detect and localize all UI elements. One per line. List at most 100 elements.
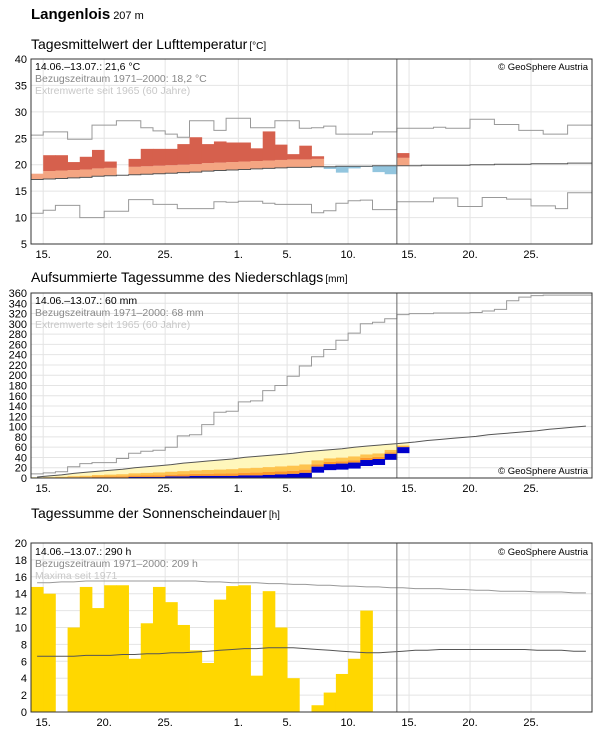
precip-deficit-area <box>67 473 81 477</box>
precip-actual-bar <box>262 474 276 478</box>
temp-anomaly-bar <box>55 170 68 179</box>
precip-actual-bar <box>189 475 203 478</box>
temp-anomaly-bar <box>128 158 142 167</box>
temp-anomaly-bar <box>67 170 81 178</box>
sun-bar <box>104 585 117 712</box>
sun-bar <box>79 586 93 712</box>
sun-bar <box>67 627 81 712</box>
temp-anomaly-bar <box>128 166 142 175</box>
precip-ytick-label: 360 <box>9 288 27 300</box>
temp-info-extremes: Extremwerte seit 1965 (60 Jahre) <box>35 85 190 97</box>
temp-anomaly-bar <box>189 137 203 165</box>
sun-xtick-label: 15. <box>401 717 416 729</box>
precip-deficit-area <box>311 460 325 465</box>
precip-xtick-label: 15. <box>401 483 416 495</box>
temp-xtick-label: 5. <box>283 249 292 261</box>
sun-copyright: © GeoSphere Austria <box>498 547 589 558</box>
temp-anomaly-bar <box>299 159 312 168</box>
precip-deficit-area <box>372 445 386 454</box>
precip-deficit-area <box>226 473 239 476</box>
precip-ytick-label: 180 <box>9 381 27 393</box>
sun-bar <box>335 673 349 712</box>
precip-ytick-label: 0 <box>21 473 27 485</box>
temp-reference-line <box>31 162 592 180</box>
temp-ytick-label: 35 <box>15 80 27 92</box>
precip-deficit-area <box>348 460 361 463</box>
precip-actual-bar <box>299 472 312 478</box>
temp-anomaly-bar <box>335 166 349 173</box>
page-title: Langenlois 207 m <box>31 6 144 23</box>
temp-anomaly-bar <box>140 166 154 175</box>
precip-deficit-area <box>177 471 190 475</box>
precip-actual-bar <box>274 474 288 478</box>
temp-anomaly-bar <box>299 145 312 160</box>
precip-deficit-area <box>360 454 373 458</box>
precip-deficit-area <box>372 453 386 457</box>
precip-deficit-area <box>140 472 154 476</box>
precip-actual-bar <box>311 466 325 473</box>
precip-deficit-area <box>55 474 68 477</box>
temp-anomaly-bar <box>396 153 410 158</box>
precip-deficit-area <box>299 469 312 473</box>
temp-anomaly-bar <box>226 142 239 163</box>
sun-info-reference: Bezugszeitraum 1971–2000: 209 h <box>35 558 198 570</box>
temp-xtick-label: 20. <box>97 249 112 261</box>
precip-deficit-area <box>177 474 190 477</box>
sun-plot-border <box>30 542 593 713</box>
temp-info-period: 14.06.–13.07.: 21,6 °C <box>35 61 141 73</box>
precip-deficit-area <box>299 464 312 470</box>
precip-deficit-area <box>274 466 288 472</box>
precip-deficit-area <box>189 470 203 474</box>
sun-info-period: 14.06.–13.07.: 290 h <box>35 546 131 558</box>
precip-deficit-area <box>384 452 398 454</box>
precip-deficit-area <box>299 451 312 465</box>
precip-deficit-area <box>67 476 81 478</box>
sunshine-panel-title: Tagessumme der Sonnenscheindauer [h] <box>31 505 280 521</box>
precip-xtick-label: 20. <box>97 483 112 495</box>
sun-bar <box>116 585 129 712</box>
precip-ytick-label: 120 <box>9 411 27 423</box>
sunshine-title: Tagessumme der Sonnenscheindauer <box>31 505 267 521</box>
sun-bar <box>201 662 215 712</box>
temp-copyright: © GeoSphere Austria <box>498 62 589 73</box>
sun-bar <box>189 650 203 712</box>
precip-ytick-label: 200 <box>9 370 27 382</box>
sun-bar <box>262 591 276 712</box>
temp-anomaly-bar <box>323 166 337 169</box>
temperature-unit: [°C] <box>249 41 267 52</box>
precip-actual-bar <box>140 476 154 478</box>
precip-actual-bar <box>348 462 361 469</box>
temp-anomaly-bar <box>287 159 300 168</box>
precip-deficit-area <box>213 469 227 474</box>
sun-bar <box>274 627 288 712</box>
sun-reference-line <box>37 647 586 657</box>
precip-deficit-area <box>384 449 398 453</box>
sun-ytick-label: 12 <box>15 606 27 618</box>
precip-ytick-label: 20 <box>15 463 27 475</box>
temp-anomaly-bar <box>55 155 68 171</box>
temp-ytick-label: 15 <box>15 186 27 198</box>
precip-deficit-area <box>226 458 239 470</box>
precip-ytick-label: 140 <box>9 401 27 413</box>
temp-ytick-label: 30 <box>15 107 27 119</box>
precip-deficit-area <box>323 449 337 459</box>
sun-bar <box>213 599 227 712</box>
sun-xtick-label: 1. <box>234 717 243 729</box>
precip-deficit-area <box>287 453 300 466</box>
temp-anomaly-bar <box>396 157 410 166</box>
temp-anomaly-bar <box>372 165 386 173</box>
precip-xtick-label: 5. <box>283 483 292 495</box>
precip-deficit-area <box>311 464 325 467</box>
precip-ytick-label: 160 <box>9 391 27 403</box>
precip-ytick-label: 340 <box>9 298 27 310</box>
sun-bar <box>128 658 142 712</box>
sun-bar <box>31 586 44 712</box>
precip-plot-border <box>30 292 593 479</box>
sun-xtick-label: 25. <box>523 717 538 729</box>
precip-deficit-area <box>177 463 190 472</box>
temperature-title: Tagesmittelwert der Lufttemperatur <box>31 36 248 52</box>
precip-deficit-area <box>104 474 117 477</box>
precip-deficit-area <box>91 475 105 477</box>
precip-deficit-area <box>43 475 56 478</box>
precip-deficit-area <box>116 476 129 478</box>
